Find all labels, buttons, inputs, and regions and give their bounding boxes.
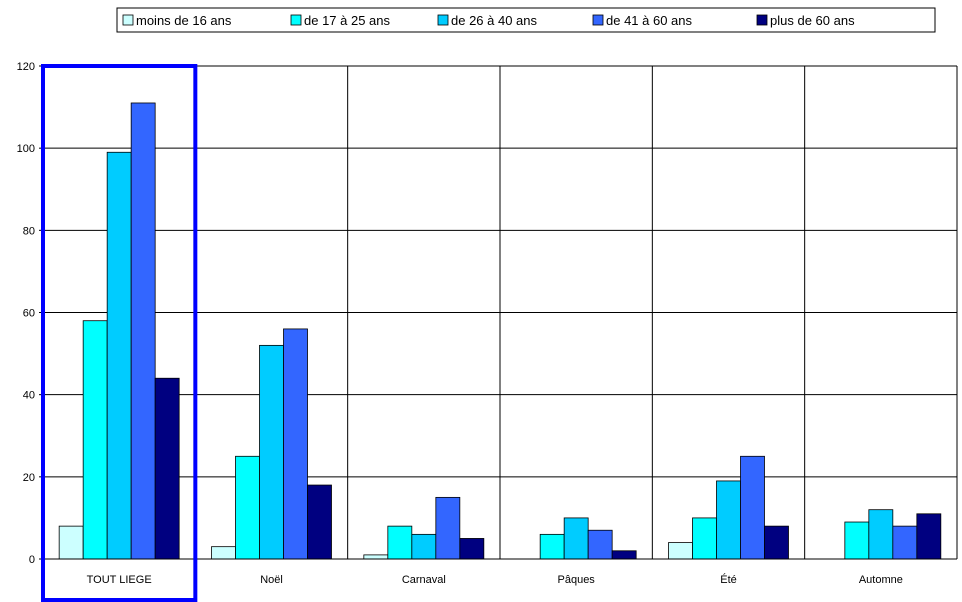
legend-label: de 17 à 25 ans — [304, 13, 391, 28]
bar-5-1 — [154, 377, 180, 560]
legend: moins de 16 ans de 17 à 25 ans de 26 à 40 … — [116, 7, 936, 33]
y-tick-labels: 0 20 40 60 80 100 120 — [17, 61, 35, 566]
bar-5-4 — [611, 550, 637, 560]
y-tick-label: 0 — [29, 554, 35, 566]
bar-3-5 — [716, 480, 741, 560]
y-tick-label: 100 — [17, 143, 35, 155]
bar-1-5 — [668, 542, 693, 560]
legend-swatch — [290, 14, 302, 26]
highlight-box — [41, 64, 198, 602]
bar-4-2 — [283, 328, 308, 560]
bar-4-6 — [892, 525, 918, 560]
bar-2-4 — [539, 533, 565, 560]
highlight-frame — [41, 64, 198, 602]
bar-3-1 — [106, 151, 132, 560]
bar-3-6 — [868, 509, 894, 560]
y-tick-label: 20 — [23, 472, 35, 484]
bar-1-3 — [363, 554, 389, 560]
category-label: Carnaval — [402, 574, 446, 586]
y-tick-label: 40 — [23, 390, 35, 402]
bars — [58, 102, 942, 560]
bar-3-2 — [259, 344, 284, 560]
category-label: Noël — [260, 574, 283, 586]
legend-label: de 26 à 40 ans — [451, 13, 538, 28]
bar-3-3 — [411, 533, 437, 560]
legend-swatch — [437, 14, 449, 26]
bar-1-2 — [211, 546, 236, 560]
category-label: TOUT LIEGE — [87, 574, 152, 586]
legend-label: plus de 60 ans — [770, 13, 855, 28]
y-tick-label: 80 — [23, 225, 35, 237]
grid-lines — [43, 65, 957, 560]
bar-3-4 — [563, 517, 589, 560]
y-tick-label: 120 — [17, 61, 35, 73]
legend-swatch — [592, 14, 604, 26]
bar-2-2 — [235, 455, 260, 560]
bar-4-3 — [435, 496, 461, 560]
legend-label: moins de 16 ans — [136, 13, 232, 28]
y-tick-label: 60 — [23, 308, 35, 320]
legend-label: de 41 à 60 ans — [606, 13, 693, 28]
bar-4-5 — [740, 455, 765, 560]
bar-5-2 — [307, 484, 332, 560]
category-labels: TOUT LIEGE Noël Carnaval Pâques Été Automne — [87, 573, 903, 586]
bar-2-6 — [844, 521, 870, 560]
category-label: Automne — [859, 574, 903, 586]
bar-2-5 — [692, 517, 717, 560]
category-label: Pâques — [558, 574, 596, 586]
legend-swatch — [122, 14, 134, 26]
bar-4-4 — [587, 529, 613, 560]
bar-5-5 — [764, 525, 789, 560]
bar-4-1 — [130, 102, 156, 560]
bar-1-1 — [58, 525, 84, 560]
legend-box — [116, 7, 936, 33]
bar-2-1 — [82, 320, 108, 560]
category-label: Été — [720, 573, 737, 586]
bar-5-6 — [916, 513, 942, 560]
bar-5-3 — [459, 538, 485, 560]
legend-swatch — [756, 14, 768, 26]
bar-2-3 — [387, 525, 413, 560]
